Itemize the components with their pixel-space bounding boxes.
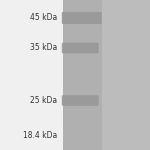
Text: 18.4 kDa: 18.4 kDa — [23, 130, 57, 140]
FancyBboxPatch shape — [62, 12, 102, 24]
Text: 25 kDa: 25 kDa — [30, 96, 57, 105]
Bar — [102, 0, 150, 150]
FancyBboxPatch shape — [62, 43, 99, 53]
Bar — [63, 0, 102, 150]
Bar — [63, 0, 150, 150]
FancyBboxPatch shape — [62, 95, 99, 106]
Text: 45 kDa: 45 kDa — [30, 14, 57, 22]
Text: 35 kDa: 35 kDa — [30, 44, 57, 52]
